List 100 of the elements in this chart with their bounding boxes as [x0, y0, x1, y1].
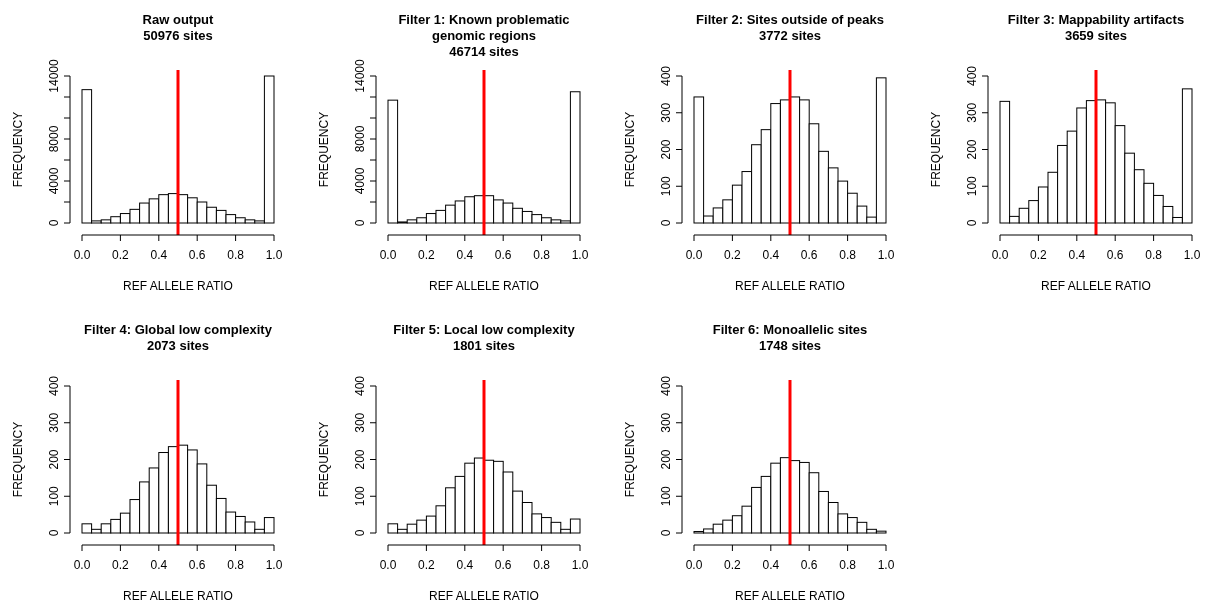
- x-tick-label: 0.2: [112, 558, 130, 572]
- chart-subtitle: 50976 sites: [143, 28, 213, 43]
- x-tick-label: 0.2: [724, 558, 742, 572]
- x-tick-label: 0.0: [685, 558, 703, 572]
- y-tick-label: 400: [47, 375, 61, 397]
- x-tick-label: 1.0: [265, 558, 283, 572]
- x-tick-label: 0.4: [762, 248, 780, 262]
- y-axis-title: FREQUENCY: [929, 111, 943, 188]
- y-tick-label: 400: [659, 65, 673, 87]
- y-tick-label: 400: [659, 375, 673, 397]
- chart-subtitle: 3772 sites: [758, 28, 822, 43]
- y-tick-label: 200: [659, 139, 673, 160]
- y-tick-label: 300: [659, 412, 673, 433]
- y-tick-label: 200: [965, 139, 979, 160]
- y-tick-label: 14000: [353, 58, 367, 93]
- x-tick-label: 0.2: [418, 558, 436, 572]
- y-tick-label: 100: [965, 175, 979, 197]
- y-tick-label: 100: [47, 485, 61, 507]
- x-tick-label: 0.8: [1145, 248, 1163, 262]
- y-tick-label: 0: [659, 529, 673, 537]
- x-tick-label: 0.4: [456, 558, 474, 572]
- x-tick-label: 0.6: [800, 558, 818, 572]
- x-axis-title: REF ALLELE RATIO: [429, 589, 539, 600]
- y-tick-label: 400: [353, 375, 367, 397]
- y-tick-label: 4000: [47, 167, 61, 195]
- x-tick-label: 0.8: [533, 248, 551, 262]
- chart-subtitle: 1748 sites: [758, 338, 822, 353]
- chart-subtitle: 1801 sites: [452, 338, 516, 353]
- y-axis-title: FREQUENCY: [11, 421, 25, 498]
- chart-subtitle: 2073 sites: [146, 338, 210, 353]
- x-tick-label: 0.2: [112, 248, 130, 262]
- x-axis-title: REF ALLELE RATIO: [429, 279, 539, 293]
- y-tick-label: 0: [353, 529, 367, 537]
- y-tick-label: 200: [47, 449, 61, 470]
- x-tick-label: 1.0: [571, 558, 589, 572]
- y-tick-label: 0: [47, 219, 61, 227]
- x-axis-title: REF ALLELE RATIO: [1041, 279, 1151, 293]
- x-axis-title: REF ALLELE RATIO: [123, 589, 233, 600]
- y-axis-title: FREQUENCY: [623, 111, 637, 188]
- y-axis-title: FREQUENCY: [317, 111, 331, 188]
- y-tick-label: 0: [965, 219, 979, 227]
- x-tick-label: 0.8: [227, 248, 245, 262]
- y-tick-label: 0: [47, 529, 61, 537]
- x-tick-label: 0.8: [533, 558, 551, 572]
- x-tick-label: 0.8: [839, 248, 857, 262]
- x-tick-label: 0.6: [494, 558, 512, 572]
- chart-title: Filter 6: Monoallelic sites: [712, 322, 868, 337]
- y-tick-label: 400: [965, 65, 979, 87]
- x-tick-label: 0.0: [379, 558, 397, 572]
- x-axis-title: REF ALLELE RATIO: [735, 589, 845, 600]
- y-axis-title: FREQUENCY: [623, 421, 637, 498]
- y-tick-label: 300: [353, 412, 367, 433]
- x-tick-label: 1.0: [265, 248, 283, 262]
- chart-title: Filter 5: Local low complexity: [393, 322, 576, 337]
- y-tick-label: 4000: [353, 167, 367, 195]
- x-tick-label: 0.2: [1030, 248, 1048, 262]
- y-tick-label: 14000: [47, 58, 61, 93]
- y-tick-label: 300: [47, 412, 61, 433]
- x-axis-title: REF ALLELE RATIO: [735, 279, 845, 293]
- y-tick-label: 8000: [47, 125, 61, 153]
- y-tick-label: 8000: [353, 125, 367, 153]
- y-tick-label: 200: [659, 449, 673, 470]
- x-tick-label: 0.6: [1106, 248, 1124, 262]
- chart-subtitle: 3659 sites: [1064, 28, 1128, 43]
- chart-title: Filter 2: Sites outside of peaks: [696, 12, 884, 27]
- x-tick-label: 1.0: [877, 248, 895, 262]
- x-tick-label: 0.6: [494, 248, 512, 262]
- y-tick-label: 0: [353, 219, 367, 227]
- x-tick-label: 0.8: [227, 558, 245, 572]
- x-tick-label: 0.2: [724, 248, 742, 262]
- chart-title: Raw output: [142, 12, 215, 27]
- x-tick-label: 0.6: [188, 248, 206, 262]
- x-tick-label: 0.6: [188, 558, 206, 572]
- y-tick-label: 100: [353, 485, 367, 507]
- chart-title: Filter 1: Known problematic genomic regions: [398, 12, 570, 43]
- x-tick-label: 0.0: [379, 248, 397, 262]
- y-tick-label: 200: [353, 449, 367, 470]
- x-tick-label: 0.0: [73, 248, 91, 262]
- y-tick-label: 0: [659, 219, 673, 227]
- x-tick-label: 0.6: [800, 248, 818, 262]
- y-tick-label: 300: [659, 102, 673, 123]
- x-tick-label: 0.4: [150, 248, 168, 262]
- x-tick-label: 1.0: [571, 248, 589, 262]
- chart-subtitle: 46714 sites: [449, 44, 519, 59]
- y-tick-label: 100: [659, 485, 673, 507]
- x-tick-label: 0.2: [418, 248, 436, 262]
- x-tick-label: 0.4: [150, 558, 168, 572]
- y-tick-label: 300: [965, 102, 979, 123]
- x-tick-label: 0.4: [456, 248, 474, 262]
- y-axis-title: FREQUENCY: [317, 421, 331, 498]
- x-tick-label: 1.0: [877, 558, 895, 572]
- x-tick-label: 0.0: [991, 248, 1009, 262]
- x-tick-label: 0.4: [1068, 248, 1086, 262]
- x-tick-label: 0.0: [73, 558, 91, 572]
- x-tick-label: 0.0: [685, 248, 703, 262]
- y-axis-title: FREQUENCY: [11, 111, 25, 188]
- x-tick-label: 0.4: [762, 558, 780, 572]
- x-tick-label: 1.0: [1183, 248, 1201, 262]
- x-axis-title: REF ALLELE RATIO: [123, 279, 233, 293]
- chart-title: Filter 4: Global low complexity: [84, 322, 273, 337]
